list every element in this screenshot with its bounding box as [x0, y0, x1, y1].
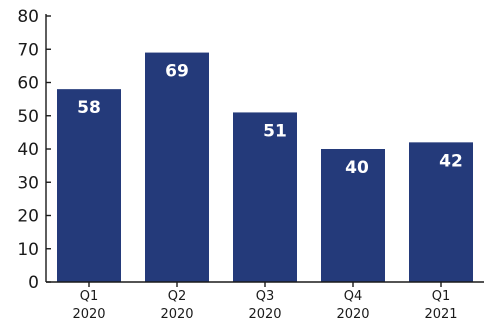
y-tick-label-20: 20: [17, 207, 39, 227]
y-tick-label-70: 70: [17, 40, 39, 60]
bar-4: [321, 149, 385, 282]
x-tick-label-5-line-2: 2021: [424, 307, 457, 322]
x-tick-label-5-line-1: Q1: [432, 289, 451, 304]
y-tick-label-0: 0: [28, 273, 39, 293]
data-label-5: 42: [439, 151, 463, 171]
data-label-3: 51: [263, 121, 287, 141]
y-tick-label-80: 80: [17, 7, 39, 27]
x-tick-label-3: Q3 2020: [248, 289, 281, 322]
y-tick-label-50: 50: [17, 107, 39, 127]
x-tick-label-3-line-2: 2020: [248, 307, 281, 322]
bar-1: [57, 89, 121, 283]
x-tick-label-1-line-1: Q1: [80, 289, 99, 304]
x-tick-label-1-line-2: 2020: [72, 307, 105, 322]
bar-5: [409, 142, 473, 282]
bar-3: [233, 112, 297, 282]
x-tick-label-2-line-1: Q2: [168, 289, 187, 304]
data-label-4: 40: [345, 158, 369, 178]
data-label-1: 58: [77, 98, 101, 118]
y-tick-label-60: 60: [17, 74, 39, 94]
x-tick-label-2-line-2: 2020: [160, 307, 193, 322]
x-tick-label-4: Q4 2020: [336, 289, 369, 322]
x-tick-label-1: Q1 2020: [72, 289, 105, 322]
bar-2: [145, 52, 209, 283]
x-tick-label-3-line-1: Q3: [256, 289, 275, 304]
y-tick-label-40: 40: [17, 140, 39, 160]
x-tick-label-4-line-2: 2020: [336, 307, 369, 322]
x-tick-label-4-line-1: Q4: [344, 289, 363, 304]
x-tick-label-5: Q1 2021: [424, 289, 457, 322]
y-tick-label-10: 10: [17, 240, 39, 260]
y-tick-label-30: 30: [17, 173, 39, 193]
data-label-2: 69: [165, 62, 189, 82]
x-tick-label-2: Q2 2020: [160, 289, 193, 322]
